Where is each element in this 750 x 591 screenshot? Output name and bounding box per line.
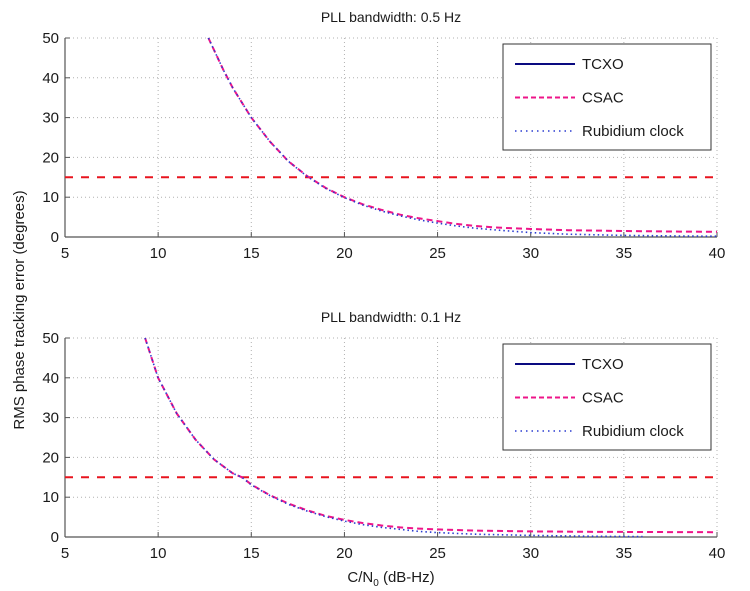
legend-label: TCXO <box>582 56 624 73</box>
x-tick-label: 10 <box>150 245 167 262</box>
legend-label: CSAC <box>582 90 624 107</box>
series-line-csac <box>207 37 718 233</box>
y-tick-label: 50 <box>42 330 59 347</box>
chart-panel-1: PLL bandwidth: 0.5 Hz 5 10 15 20 25 30 35 40 0 10 2… <box>42 9 725 262</box>
y-tick-label: 40 <box>42 370 59 387</box>
chart-panel-2: PLL bandwidth: 0.1 Hz 5 10 15 20 25 30 35 40 0 10 2… <box>42 309 725 562</box>
chart-title: PLL bandwidth: 0.1 Hz <box>321 309 461 325</box>
legend: TCXO CSAC Rubidium clock <box>502 343 712 451</box>
x-tick-label: 40 <box>709 245 726 262</box>
y-tick-label: 20 <box>42 149 59 166</box>
x-tick-label: 5 <box>61 545 69 562</box>
x-tick-label: 35 <box>616 545 633 562</box>
legend-label: TCXO <box>582 356 624 373</box>
grid <box>65 37 718 237</box>
x-axis-label-subscript: 0 <box>373 578 379 589</box>
legend-label: Rubidium clock <box>582 123 684 140</box>
y-tick-label: 50 <box>42 30 59 47</box>
series-line-rubidium-clock <box>207 37 718 237</box>
x-tick-label: 10 <box>150 545 167 562</box>
legend: TCXO CSAC Rubidium clock <box>502 43 712 151</box>
y-tick-label: 20 <box>42 449 59 466</box>
x-tick-label: 25 <box>429 545 446 562</box>
y-axis-label: RMS phase tracking error (degrees) <box>11 190 28 429</box>
x-tick-label: 5 <box>61 245 69 262</box>
x-tick-label: 15 <box>243 545 260 562</box>
y-tick-label: 30 <box>42 110 59 127</box>
x-tick-label: 25 <box>429 245 446 262</box>
series-line-csac <box>144 337 718 534</box>
x-tick-label: 30 <box>522 245 539 262</box>
x-axis-label-main: C/N <box>347 569 373 586</box>
y-tick-label: 10 <box>42 189 59 206</box>
x-tick-label: 40 <box>709 545 726 562</box>
x-tick-label: 15 <box>243 245 260 262</box>
legend-box <box>502 43 712 151</box>
legend-label: Rubidium clock <box>582 423 684 440</box>
x-tick-label: 35 <box>616 245 633 262</box>
x-tick-label: 20 <box>336 245 353 262</box>
legend-box <box>502 343 712 451</box>
y-tick-label: 40 <box>42 70 59 87</box>
y-tick-label: 30 <box>42 410 59 427</box>
chart-title: PLL bandwidth: 0.5 Hz <box>321 9 461 25</box>
x-axis-label: C/N0 (dB-Hz) <box>347 569 434 589</box>
x-axis-label-units: (dB-Hz) <box>379 569 435 586</box>
legend-label: CSAC <box>582 390 624 407</box>
y-tick-label: 0 <box>51 229 59 246</box>
grid <box>65 337 718 537</box>
y-tick-label: 10 <box>42 489 59 506</box>
x-tick-label: 30 <box>522 545 539 562</box>
x-tick-label: 20 <box>336 545 353 562</box>
y-tick-label: 0 <box>51 529 59 546</box>
